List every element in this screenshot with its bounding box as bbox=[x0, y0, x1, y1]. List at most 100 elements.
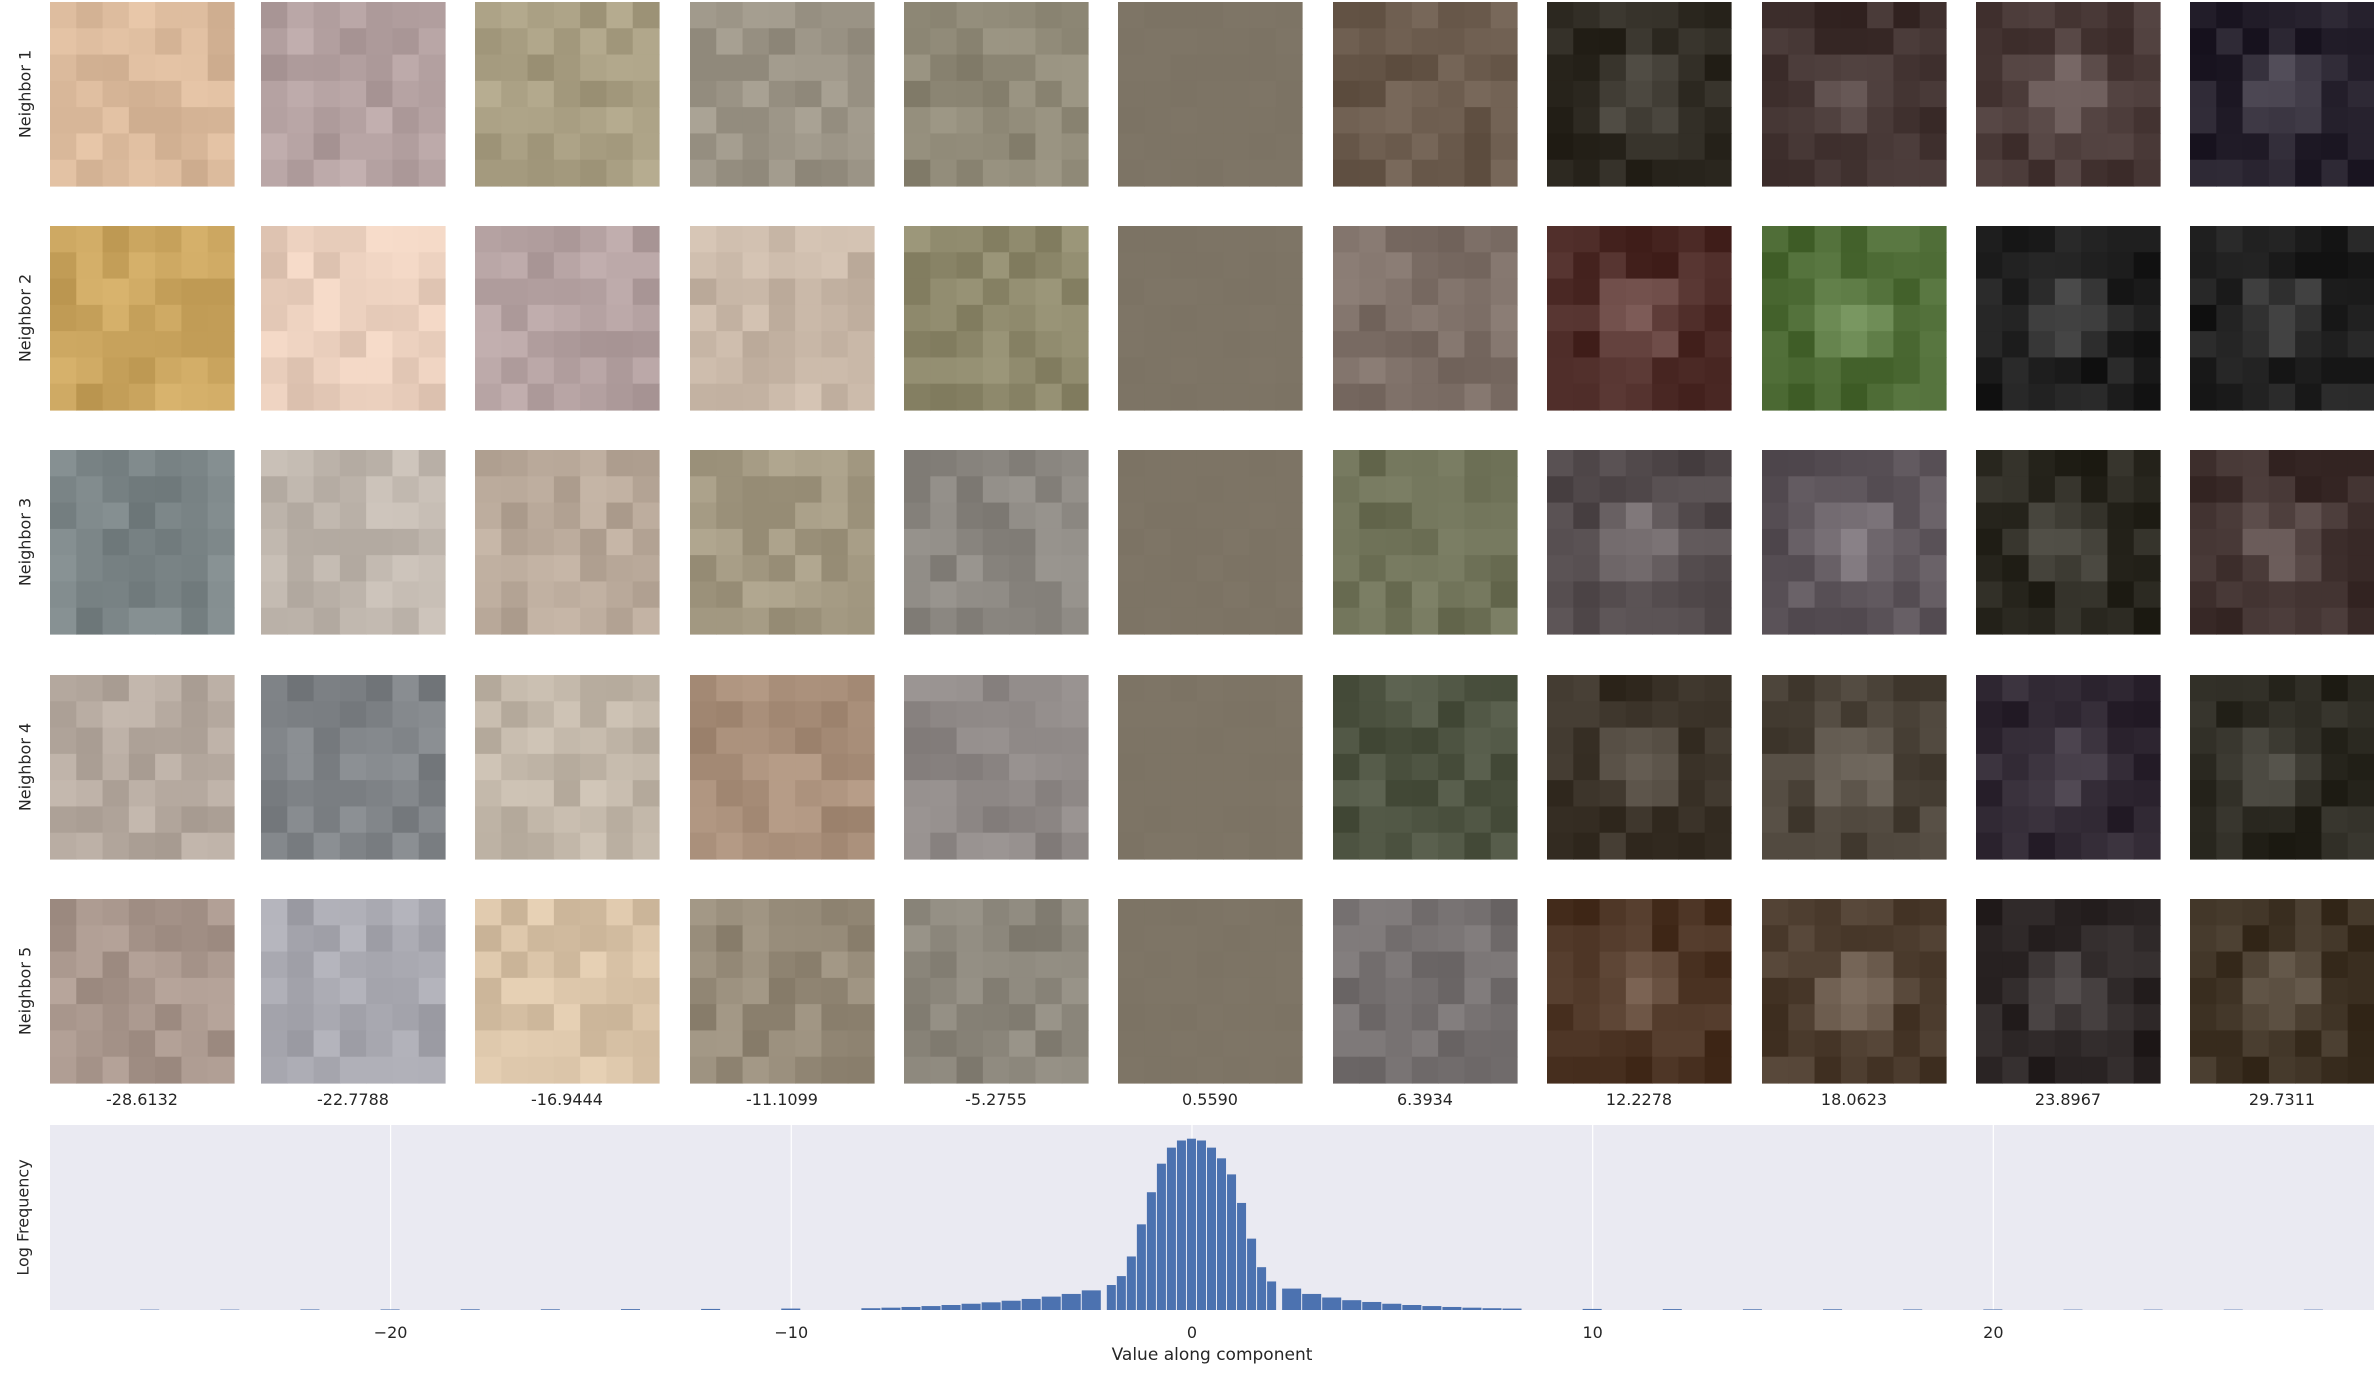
tile-pixel bbox=[1276, 107, 1303, 134]
tile-pixel bbox=[1762, 2, 1789, 29]
tile-pixel bbox=[1386, 2, 1413, 29]
tile-pixel bbox=[1171, 925, 1198, 952]
tile-pixel bbox=[76, 899, 103, 926]
tile-pixel bbox=[2243, 81, 2270, 108]
tile-r3-c6 bbox=[1118, 450, 1303, 635]
tile-pixel bbox=[314, 28, 341, 55]
histogram-bar bbox=[1342, 1300, 1361, 1310]
tile-pixel bbox=[2321, 899, 2348, 926]
tile-pixel bbox=[1788, 503, 1815, 530]
tile-pixel bbox=[1893, 608, 1920, 635]
tile-pixel bbox=[2134, 1030, 2161, 1057]
tile-pixel bbox=[580, 952, 607, 979]
tile-pixel bbox=[554, 357, 581, 384]
row-label: Neighbor 4 bbox=[16, 723, 35, 811]
tile-pixel bbox=[2002, 305, 2029, 332]
tile-pixel bbox=[1678, 133, 1705, 160]
tile-pixel bbox=[1386, 952, 1413, 979]
tile-pixel bbox=[2134, 357, 2161, 384]
tile-pixel bbox=[314, 581, 341, 608]
tile-pixel bbox=[2216, 555, 2243, 582]
tile-pixel bbox=[1171, 581, 1198, 608]
tile-pixel bbox=[930, 252, 957, 279]
tile-pixel bbox=[1678, 1004, 1705, 1031]
tile-pixel bbox=[2029, 226, 2056, 253]
tile-pixel bbox=[1762, 925, 1789, 952]
tile-pixel bbox=[1009, 780, 1036, 807]
tile-pixel bbox=[2243, 384, 2270, 411]
histogram-bar bbox=[1127, 1256, 1136, 1310]
tile-pixel bbox=[76, 754, 103, 781]
tile-pixel bbox=[181, 728, 208, 755]
tile-pixel bbox=[957, 81, 984, 108]
tile-pixel bbox=[554, 305, 581, 332]
tile-pixel bbox=[1491, 1057, 1518, 1084]
histogram-bar bbox=[1482, 1308, 1501, 1310]
tile-pixel bbox=[1815, 81, 1842, 108]
tile-pixel bbox=[1333, 357, 1360, 384]
tile-pixel bbox=[1118, 952, 1145, 979]
tile-pixel bbox=[1386, 1030, 1413, 1057]
tile-pixel bbox=[983, 925, 1010, 952]
column-value-label: -16.9444 bbox=[531, 1090, 603, 1109]
tile-pixel bbox=[2002, 357, 2029, 384]
tile-pixel bbox=[1438, 476, 1465, 503]
tile-pixel bbox=[501, 450, 528, 477]
tile-pixel bbox=[633, 2, 660, 29]
tile-pixel bbox=[261, 728, 288, 755]
tile-pixel bbox=[1815, 252, 1842, 279]
tile-pixel bbox=[1867, 450, 1894, 477]
tile-pixel bbox=[392, 952, 419, 979]
tile-pixel bbox=[1547, 899, 1574, 926]
tile-pixel bbox=[1788, 305, 1815, 332]
tile-pixel bbox=[1062, 2, 1089, 29]
tile-pixel bbox=[314, 701, 341, 728]
tile-pixel bbox=[2134, 833, 2161, 860]
tile-pixel bbox=[208, 925, 235, 952]
tile-pixel bbox=[261, 28, 288, 55]
tile-pixel bbox=[633, 952, 660, 979]
tile-pixel bbox=[475, 728, 502, 755]
tile-pixel bbox=[1491, 252, 1518, 279]
tile-pixel bbox=[2107, 925, 2134, 952]
tile-pixel bbox=[1976, 81, 2003, 108]
x-tick-label: 10 bbox=[1582, 1323, 1602, 1342]
tile-pixel bbox=[957, 107, 984, 134]
histogram-bar bbox=[1663, 1309, 1682, 1310]
tile-pixel bbox=[208, 899, 235, 926]
tile-pixel bbox=[2216, 608, 2243, 635]
tile-pixel bbox=[1976, 160, 2003, 187]
tile-pixel bbox=[528, 81, 555, 108]
tile-pixel bbox=[76, 384, 103, 411]
tile-pixel bbox=[261, 357, 288, 384]
tile-pixel bbox=[2243, 357, 2270, 384]
tile-pixel bbox=[2002, 555, 2029, 582]
tile-pixel bbox=[103, 133, 130, 160]
tile-pixel bbox=[957, 1004, 984, 1031]
tile-pixel bbox=[2055, 476, 2082, 503]
tile-pixel bbox=[501, 806, 528, 833]
tile-pixel bbox=[475, 754, 502, 781]
tile-pixel bbox=[1035, 279, 1062, 306]
tile-pixel bbox=[743, 503, 770, 530]
column-value-label: -11.1099 bbox=[746, 1090, 818, 1109]
tile-pixel bbox=[1118, 503, 1145, 530]
tile-pixel bbox=[1035, 226, 1062, 253]
tile-pixel bbox=[1118, 226, 1145, 253]
tile-pixel bbox=[1762, 81, 1789, 108]
histogram-bar bbox=[1503, 1309, 1522, 1310]
tile-pixel bbox=[103, 833, 130, 860]
tile-pixel bbox=[366, 555, 393, 582]
tile-pixel bbox=[690, 581, 717, 608]
tile-pixel bbox=[155, 2, 182, 29]
tile-pixel bbox=[606, 675, 633, 702]
tile-pixel bbox=[930, 279, 957, 306]
tile-pixel bbox=[904, 1004, 931, 1031]
tile-pixel bbox=[1600, 331, 1627, 358]
tile-pixel bbox=[554, 899, 581, 926]
tile-pixel bbox=[1333, 555, 1360, 582]
tile-pixel bbox=[501, 925, 528, 952]
tile-pixel bbox=[1573, 952, 1600, 979]
tile-pixel bbox=[1626, 305, 1653, 332]
tile-pixel bbox=[2134, 160, 2161, 187]
